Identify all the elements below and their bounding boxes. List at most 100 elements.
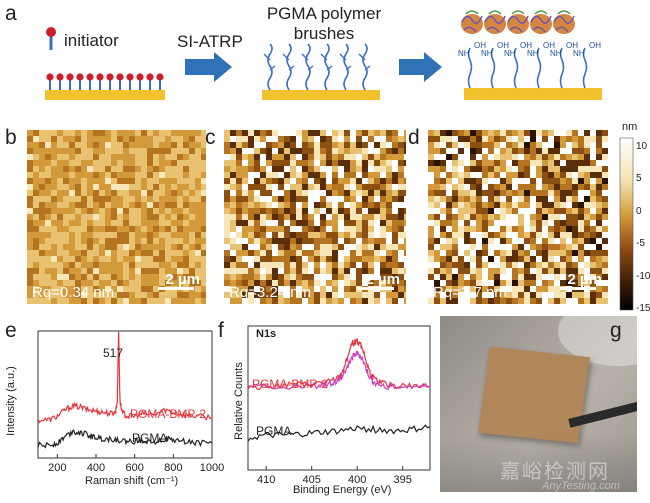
afm-pixel bbox=[201, 202, 206, 208]
afm-pixel bbox=[344, 274, 350, 280]
afm-pixel bbox=[398, 244, 404, 250]
bmp2-protein bbox=[530, 10, 552, 34]
afm-pixel bbox=[398, 226, 404, 232]
afm-pixel bbox=[51, 196, 57, 202]
afm-pixel bbox=[458, 226, 464, 232]
afm-pixel bbox=[506, 208, 512, 214]
afm-pixel bbox=[266, 190, 272, 196]
afm-pixel bbox=[368, 148, 374, 154]
nh-label: NH bbox=[481, 49, 493, 58]
afm-pixel bbox=[524, 154, 530, 160]
afm-pixel bbox=[183, 208, 189, 214]
afm-pixel bbox=[326, 166, 332, 172]
afm-pixel bbox=[260, 238, 266, 244]
afm-pixel bbox=[530, 196, 536, 202]
afm-pixel bbox=[302, 154, 308, 160]
bmp-chain bbox=[513, 47, 519, 89]
afm-pixel bbox=[530, 274, 536, 280]
afm-pixel bbox=[278, 214, 284, 220]
afm-pixel bbox=[75, 268, 81, 274]
afm-pixel bbox=[33, 268, 39, 274]
afm-pixel bbox=[159, 298, 165, 304]
afm-pixel bbox=[536, 250, 542, 256]
afm-pixel bbox=[446, 208, 452, 214]
afm-pixel bbox=[476, 178, 482, 184]
afm-pixel bbox=[404, 166, 406, 172]
afm-pixel bbox=[356, 172, 362, 178]
afm-pixel bbox=[147, 208, 153, 214]
afm-pixel bbox=[165, 268, 171, 274]
afm-pixel bbox=[278, 190, 284, 196]
afm-pixel bbox=[57, 142, 63, 148]
afm-pixel bbox=[434, 274, 440, 280]
afm-pixel bbox=[39, 166, 45, 172]
afm-pixel bbox=[566, 142, 572, 148]
afm-pixel bbox=[159, 232, 165, 238]
afm-pixel bbox=[590, 244, 596, 250]
afm-pixel bbox=[189, 238, 195, 244]
afm-pixel bbox=[284, 268, 290, 274]
afm-pixel bbox=[153, 190, 159, 196]
afm-pixel bbox=[141, 238, 147, 244]
afm-pixel bbox=[183, 142, 189, 148]
afm-pixel bbox=[404, 280, 406, 286]
afm-pixel bbox=[296, 256, 302, 262]
afm-pixel bbox=[500, 274, 506, 280]
afm-pixel bbox=[230, 250, 236, 256]
afm-pixel bbox=[33, 292, 39, 298]
afm-pixel bbox=[518, 142, 524, 148]
afm-pixel bbox=[584, 178, 590, 184]
afm-pixel bbox=[45, 286, 51, 292]
afm-pixel bbox=[278, 280, 284, 286]
afm-pixel bbox=[266, 214, 272, 220]
afm-pixel bbox=[380, 130, 386, 136]
afm-pixel bbox=[434, 154, 440, 160]
afm-pixel bbox=[129, 202, 135, 208]
afm-pixel bbox=[596, 298, 602, 304]
afm-pixel bbox=[446, 286, 452, 292]
afm-pixel bbox=[458, 268, 464, 274]
afm-pixel bbox=[75, 226, 81, 232]
afm-pixel bbox=[272, 202, 278, 208]
afm-pixel bbox=[338, 268, 344, 274]
afm-pixel bbox=[554, 190, 560, 196]
afm-pixel bbox=[440, 208, 446, 214]
afm-pixel bbox=[75, 280, 81, 286]
afm-pixel bbox=[201, 226, 206, 232]
afm-pixel bbox=[428, 190, 434, 196]
afm-pixel bbox=[572, 232, 578, 238]
afm-pixel bbox=[99, 286, 105, 292]
afm-pixel bbox=[560, 166, 566, 172]
afm-pixel bbox=[452, 160, 458, 166]
initiator-row bbox=[46, 73, 164, 90]
afm-pixel bbox=[332, 148, 338, 154]
afm-pixel bbox=[446, 238, 452, 244]
afm-pixel bbox=[63, 142, 69, 148]
afm-pixel bbox=[272, 220, 278, 226]
bmp-chain bbox=[490, 47, 496, 89]
afm-pixel bbox=[141, 172, 147, 178]
afm-pixel bbox=[135, 262, 141, 268]
afm-pixel bbox=[392, 298, 398, 304]
afm-pixel bbox=[386, 250, 392, 256]
afm-pixel bbox=[458, 172, 464, 178]
afm-pixel bbox=[183, 256, 189, 262]
afm-pixel bbox=[326, 208, 332, 214]
afm-pixel bbox=[272, 274, 278, 280]
afm-pixel bbox=[590, 172, 596, 178]
afm-pixel bbox=[141, 292, 147, 298]
afm-pixel bbox=[368, 292, 374, 298]
afm-pixel bbox=[500, 268, 506, 274]
afm-pixel bbox=[500, 178, 506, 184]
afm-pixel bbox=[476, 220, 482, 226]
afm-pixel bbox=[338, 262, 344, 268]
afm-pixel bbox=[230, 274, 236, 280]
afm-pixel bbox=[69, 232, 75, 238]
afm-pixel bbox=[590, 292, 596, 298]
afm-pixel bbox=[386, 280, 392, 286]
afm-pixel bbox=[45, 184, 51, 190]
afm-pixel bbox=[308, 196, 314, 202]
afm-pixel bbox=[512, 244, 518, 250]
afm-pixel bbox=[189, 190, 195, 196]
afm-pixel bbox=[93, 196, 99, 202]
